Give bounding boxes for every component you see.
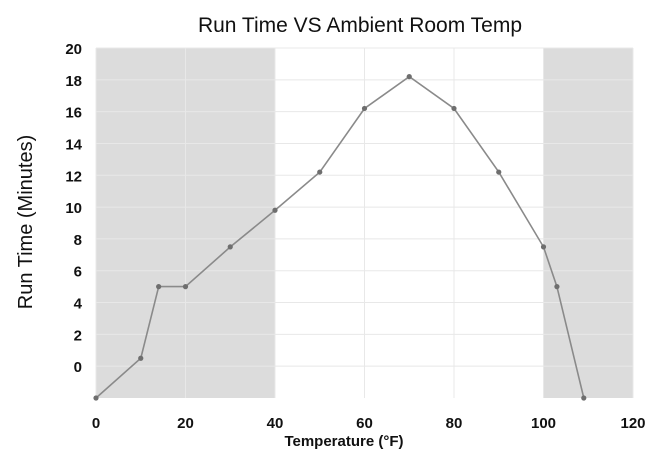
y-tick-label: 18 — [65, 73, 82, 90]
series-line-0 — [95, 75, 585, 399]
y-tick-label: 6 — [74, 264, 82, 281]
x-tick-label: 0 — [92, 415, 100, 432]
data-point — [93, 395, 99, 401]
data-point — [406, 74, 412, 80]
x-tick-label: 60 — [356, 415, 373, 432]
data-point — [540, 244, 547, 250]
data-point — [554, 284, 560, 290]
data-point — [581, 395, 587, 401]
y-axis-ticks: 0 2 4 6 8 10 12 14 16 18 20 — [65, 41, 82, 376]
data-point — [182, 284, 189, 290]
data-point — [227, 244, 233, 250]
data-point — [317, 169, 323, 175]
x-axis-ticks: 0 20 40 60 80 100 120 — [92, 415, 646, 432]
y-tick-label: 4 — [74, 296, 83, 313]
y-tick-label: 8 — [74, 232, 82, 249]
x-tick-label: 120 — [620, 415, 645, 432]
y-tick-label: 2 — [74, 327, 82, 344]
x-tick-label: 100 — [531, 415, 556, 432]
y-tick-label: 16 — [65, 105, 82, 122]
chart-title: Run Time VS Ambient Room Temp — [198, 14, 522, 37]
data-point — [156, 284, 162, 290]
data-point — [496, 169, 502, 175]
x-axis-label: Temperature (°F) — [284, 433, 403, 450]
y-axis-label: Run Time (Minutes) — [15, 135, 37, 310]
data-point — [272, 207, 278, 213]
data-point — [361, 105, 368, 112]
y-tick-label: 20 — [65, 41, 82, 58]
x-tick-label: 40 — [267, 415, 284, 432]
data-point — [138, 355, 144, 361]
y-tick-label: 0 — [74, 359, 82, 376]
x-tick-label: 20 — [177, 415, 194, 432]
x-tick-label: 80 — [446, 415, 463, 432]
shaded-band-1 — [543, 48, 633, 398]
series-run-time — [93, 74, 587, 401]
gridlines — [95, 47, 634, 398]
y-tick-label: 10 — [65, 200, 82, 217]
y-tick-label: 12 — [65, 168, 82, 185]
y-tick-label: 14 — [65, 136, 82, 153]
data-point — [451, 105, 457, 112]
